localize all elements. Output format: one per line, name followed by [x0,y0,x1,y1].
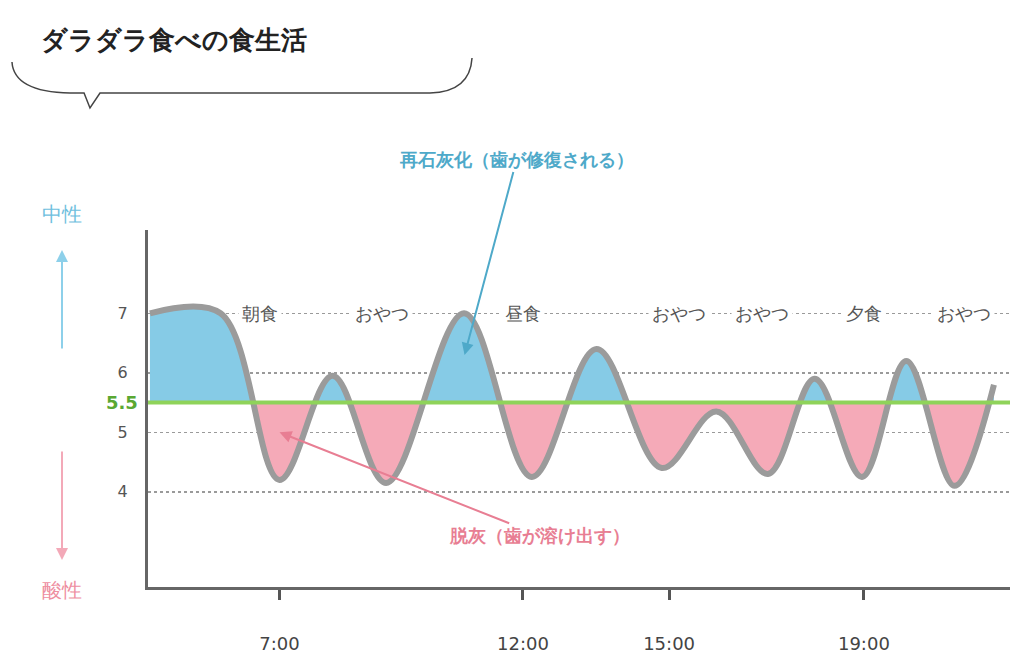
svg-text:おやつ: おやつ [652,303,706,324]
svg-text:4: 4 [118,482,128,501]
svg-text:脱灰（歯が溶け出す）: 脱灰（歯が溶け出す） [449,525,630,546]
svg-text:12:00: 12:00 [497,633,549,654]
svg-text:朝食: 朝食 [242,303,278,324]
svg-text:6: 6 [118,363,128,382]
svg-text:おやつ: おやつ [355,303,409,324]
svg-text:中性: 中性 [42,202,82,226]
svg-text:昼食: 昼食 [505,303,541,324]
svg-text:酸性: 酸性 [42,578,82,602]
svg-text:ダラダラ食べの食生活: ダラダラ食べの食生活 [41,25,307,55]
svg-text:7: 7 [118,304,128,323]
svg-text:夕食: 夕食 [846,303,882,324]
svg-text:7:00: 7:00 [259,633,299,654]
svg-text:19:00: 19:00 [838,633,890,654]
svg-text:5.5: 5.5 [106,392,138,413]
svg-text:15:00: 15:00 [643,633,695,654]
svg-text:おやつ: おやつ [735,303,789,324]
svg-text:おやつ: おやつ [937,303,991,324]
svg-text:再石灰化（歯が修復される）: 再石灰化（歯が修復される） [399,149,634,170]
svg-text:5: 5 [118,423,128,442]
